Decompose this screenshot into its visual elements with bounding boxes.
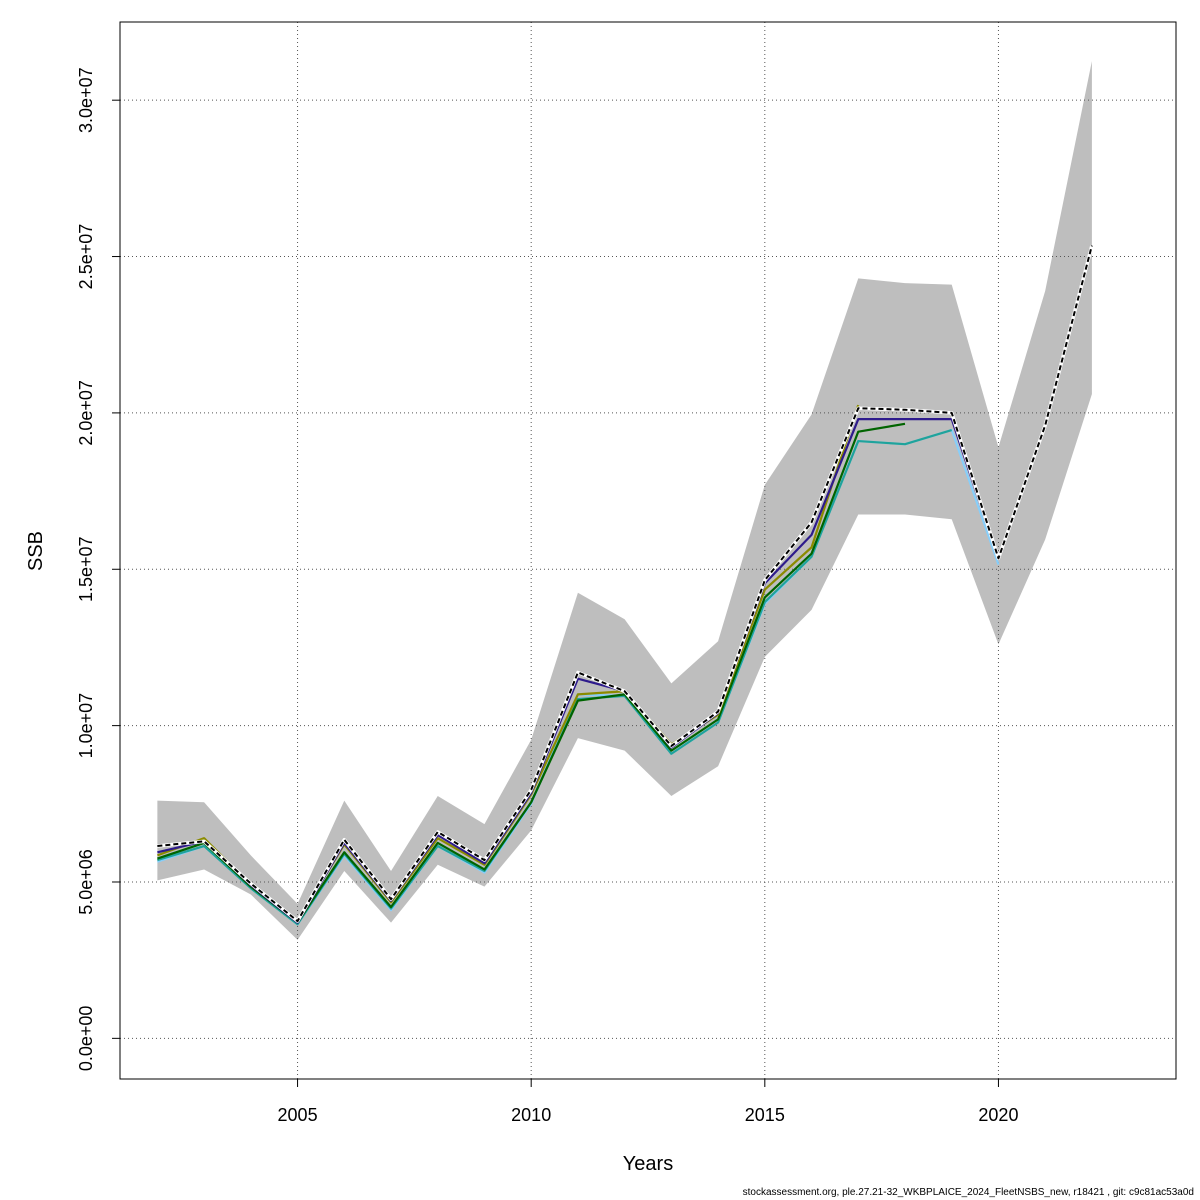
x-tick-label: 2020 xyxy=(978,1105,1018,1125)
y-tick-label: 3.0e+07 xyxy=(76,67,96,133)
y-tick-label: 2.5e+07 xyxy=(76,224,96,290)
x-tick-label: 2005 xyxy=(278,1105,318,1125)
confidence-band-layer xyxy=(157,61,1092,940)
x-tick-label: 2015 xyxy=(745,1105,785,1125)
axis-layer: 2005 2010 2015 2020 0.0e+00 5.0e+06 1.0e+07 1.5… xyxy=(76,67,1018,1125)
y-axis-title: SSB xyxy=(25,531,47,571)
grid-layer xyxy=(120,22,1176,1079)
x-axis-title: Years xyxy=(623,1153,673,1175)
plot-frame xyxy=(119,21,1177,1080)
y-tick-label: 2.0e+07 xyxy=(76,380,96,446)
y-tick-label: 1.0e+07 xyxy=(76,693,96,759)
x-tick-label: 2010 xyxy=(511,1105,551,1125)
series-line-estimate xyxy=(157,245,1093,923)
series-layer xyxy=(157,245,1094,926)
y-tick-label: 0.0e+00 xyxy=(76,1006,96,1072)
confidence-band xyxy=(157,61,1092,940)
y-tick-label: 5.0e+06 xyxy=(76,849,96,915)
footer-credit: stockassessment.org, ple.27.21-32_WKBPLA… xyxy=(742,1187,1194,1198)
y-tick-label: 1.5e+07 xyxy=(76,536,96,602)
